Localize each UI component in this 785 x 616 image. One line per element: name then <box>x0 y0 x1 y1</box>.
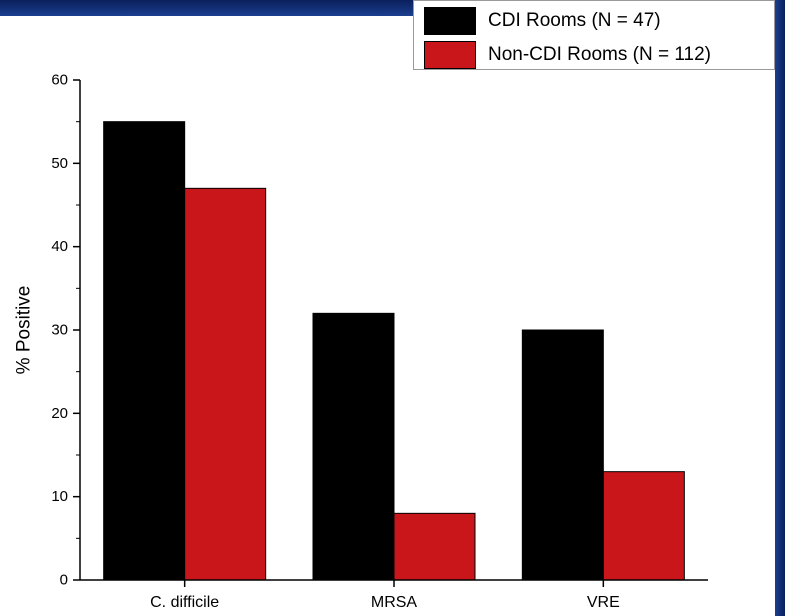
bars-group <box>103 121 685 581</box>
y-axis-ticks: 0 10 20 30 40 50 60 <box>51 72 80 589</box>
legend-item-cdi: CDI Rooms (N = 47) <box>424 5 661 37</box>
legend-label-cdi: CDI Rooms (N = 47) <box>488 10 661 31</box>
x-tick-label: VRE <box>587 594 620 611</box>
legend-swatch-cdi <box>424 7 476 35</box>
bar-cdi-vre <box>521 329 604 581</box>
y-tick-label: 50 <box>51 155 68 172</box>
legend-swatch-non-cdi <box>424 41 476 69</box>
bar-cdi-mrsa <box>312 312 395 581</box>
bar-cdi-c-difficile <box>103 121 186 581</box>
y-tick-label: 40 <box>51 238 68 255</box>
y-tick-label: 10 <box>51 488 68 505</box>
y-tick-label: 20 <box>51 405 68 422</box>
y-tick-label: 60 <box>51 72 68 89</box>
bar-non-cdi-mrsa <box>393 512 476 581</box>
y-tick-label: 0 <box>60 572 68 589</box>
x-axis-ticks: C. difficile MRSA VRE <box>150 580 620 611</box>
legend-label-non-cdi: Non-CDI Rooms (N = 112) <box>488 44 711 65</box>
bar-non-cdi-c-difficile <box>184 187 267 581</box>
y-axis-label: % Positive <box>14 286 35 375</box>
x-tick-label: C. difficile <box>150 594 219 611</box>
x-tick-label: MRSA <box>371 594 418 611</box>
legend-item-non-cdi: Non-CDI Rooms (N = 112) <box>424 39 711 71</box>
bar-non-cdi-vre <box>602 471 685 581</box>
legend: CDI Rooms (N = 47) Non-CDI Rooms (N = 11… <box>413 0 775 70</box>
right-border-band <box>775 0 785 616</box>
y-tick-label: 30 <box>51 322 68 339</box>
